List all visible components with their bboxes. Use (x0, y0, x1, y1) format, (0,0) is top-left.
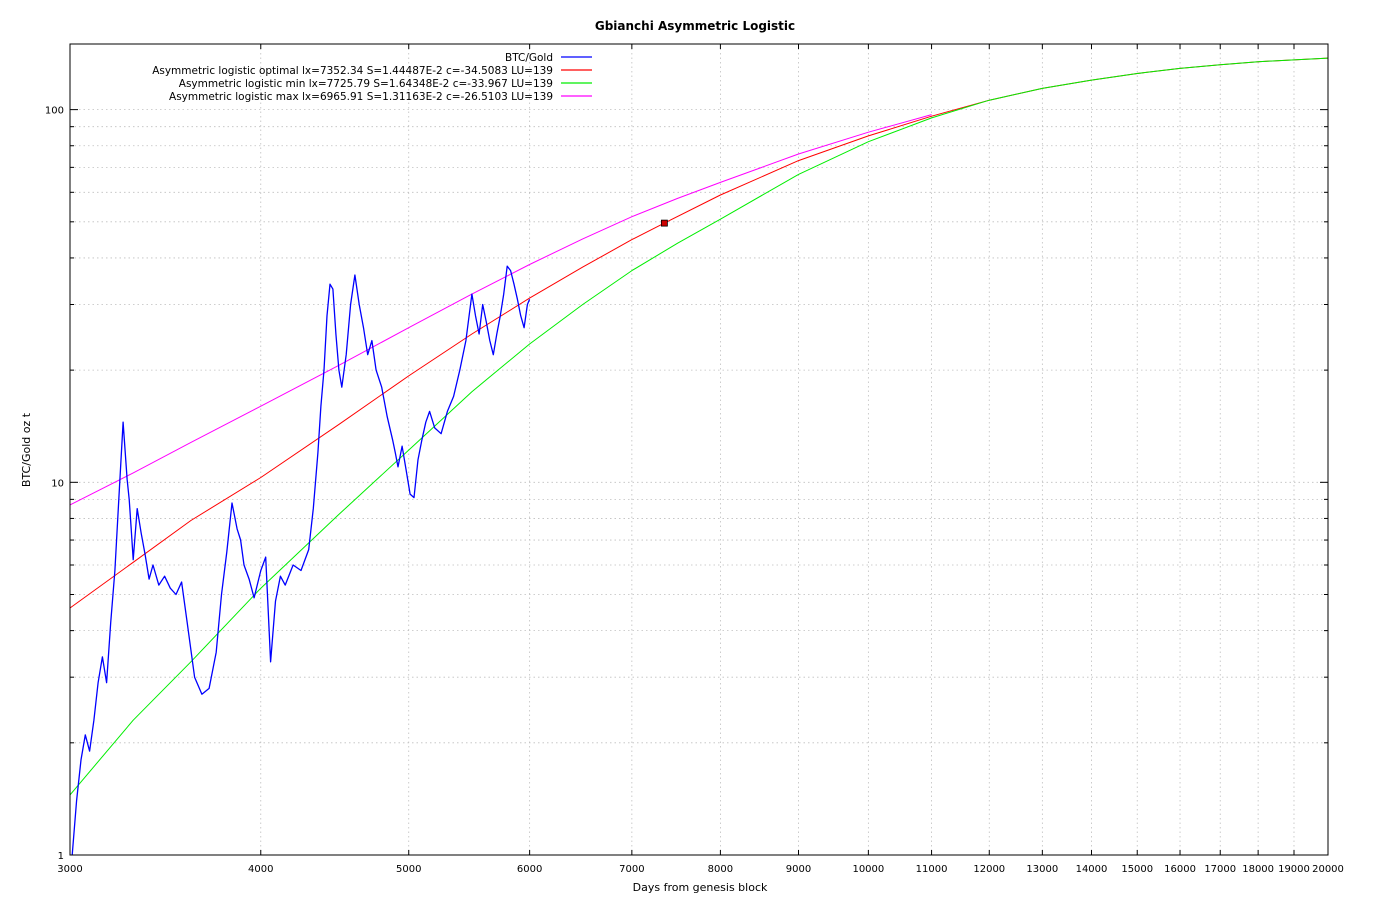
x-tick-label: 4000 (248, 864, 273, 875)
x-tick-label: 12000 (973, 864, 1005, 875)
axis-ticks: 3000 4000 5000 6000 7000 8000 9000 10000 11000 12… (45, 44, 1344, 875)
legend-entry-label: Asymmetric logistic optimal lx=7352.34 S… (152, 65, 553, 77)
annotation-group (660, 219, 668, 227)
y-axis-label: BTC/Gold oz t (20, 412, 33, 487)
x-tick-label: 10000 (852, 864, 884, 875)
legend-entry-label: Asymmetric logistic max lx=6965.91 S=1.3… (169, 91, 553, 103)
x-tick-label: 17000 (1204, 864, 1236, 875)
y-tick-label: 100 (45, 106, 64, 117)
grid (70, 44, 1328, 855)
series-group (69, 57, 1329, 856)
series-line-btc-gold (71, 265, 531, 856)
legend-entry-label: BTC/Gold (505, 52, 553, 64)
x-tick-label: 5000 (396, 864, 421, 875)
x-tick-label: 14000 (1076, 864, 1108, 875)
x-tick-label: 11000 (916, 864, 948, 875)
x-tick-label: 15000 (1121, 864, 1153, 875)
plot-frame (69, 43, 1329, 856)
x-tick-label: 19000 (1278, 864, 1310, 875)
series-line-model-2 (69, 57, 1329, 796)
y-tick-label: 10 (51, 478, 64, 489)
y-tick-label: 1 (58, 851, 64, 862)
x-axis-label: Days from genesis block (633, 881, 768, 894)
x-tick-label: 16000 (1164, 864, 1196, 875)
x-tick-label: 7000 (619, 864, 644, 875)
x-tick-label: 18000 (1242, 864, 1274, 875)
x-tick-label: 8000 (708, 864, 733, 875)
legend-entry-label: Asymmetric logistic min lx=7725.79 S=1.6… (179, 78, 553, 90)
x-tick-label: 20000 (1312, 864, 1344, 875)
point-marker (660, 219, 668, 227)
x-tick-label: 13000 (1026, 864, 1058, 875)
chart-title: Gbianchi Asymmetric Logistic (595, 19, 795, 33)
x-tick-label: 9000 (786, 864, 811, 875)
series-line-model-3 (69, 114, 932, 506)
x-tick-label: 3000 (57, 864, 82, 875)
x-tick-label: 6000 (517, 864, 542, 875)
